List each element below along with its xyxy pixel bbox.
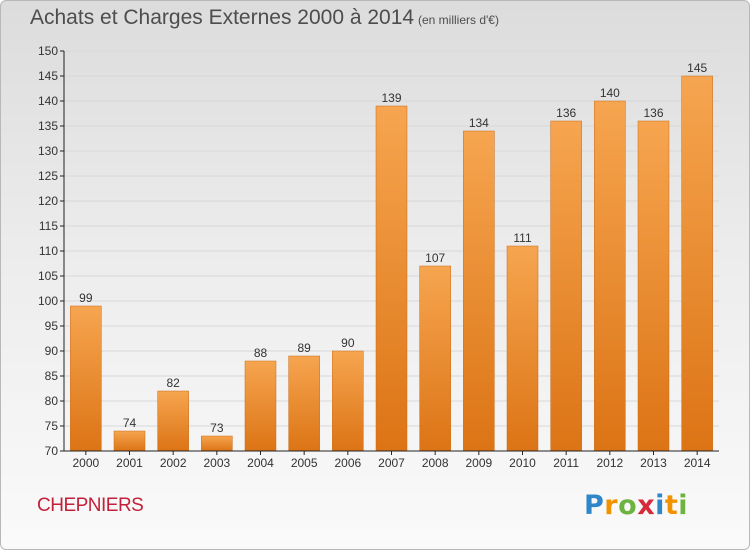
data-label: 107: [425, 251, 445, 265]
bar: [506, 245, 539, 452]
bar: [681, 75, 713, 452]
y-tick-label: 145: [38, 69, 58, 83]
bar: [637, 120, 670, 452]
data-label: 73: [210, 421, 224, 435]
x-tick-label: 2005: [291, 456, 318, 470]
y-tick-label: 95: [45, 319, 59, 333]
x-tick-label: 2013: [640, 456, 667, 470]
data-label: 140: [600, 86, 620, 100]
data-label: 136: [556, 106, 576, 120]
data-label: 145: [687, 61, 707, 75]
data-label: 111: [513, 231, 532, 245]
y-tick-label: 85: [45, 369, 59, 383]
x-tick-label: 2008: [422, 456, 449, 470]
logo-letter: i: [678, 490, 689, 521]
x-tick-label: 2003: [203, 456, 230, 470]
logo-letter: i: [655, 490, 665, 521]
data-label: 82: [166, 376, 180, 390]
bar: [201, 435, 233, 452]
logo-letter: x: [637, 490, 656, 521]
x-tick-label: 2009: [465, 456, 492, 470]
logo-letter: o: [618, 490, 638, 521]
bar: [419, 265, 451, 452]
bar: [375, 105, 408, 452]
proxiti-logo[interactable]: Proxiti: [584, 490, 688, 521]
bar: [550, 120, 582, 452]
data-label: 88: [254, 346, 268, 360]
data-label: 90: [341, 336, 355, 350]
axes: [60, 50, 719, 455]
y-tick-label: 125: [38, 169, 58, 183]
data-label: 139: [381, 91, 401, 105]
data-label: 134: [469, 116, 489, 130]
y-tick-label: 130: [38, 144, 58, 158]
y-tick-label: 115: [39, 219, 58, 233]
data-label: 99: [79, 291, 93, 305]
chart-title: Achats et Charges Externes 2000 à 2014: [30, 6, 415, 29]
x-tick-label: 2004: [247, 456, 274, 470]
y-tick-label: 75: [45, 419, 59, 433]
x-tick-label: 2007: [378, 456, 405, 470]
logo-letter: r: [604, 490, 619, 521]
bars: [70, 75, 713, 452]
y-tick-label: 70: [45, 444, 59, 458]
bar: [157, 390, 189, 452]
logo-letter: t: [664, 490, 679, 521]
labels: 70 75 80 85 90 95 100 105 110 115 120 125 130 135 140 1…: [38, 44, 711, 470]
x-tick-label: 2010: [509, 456, 536, 470]
bar: [463, 130, 495, 452]
y-tick-label: 150: [38, 44, 58, 58]
y-tick-label: 135: [38, 119, 58, 133]
chart-subtitle: (en milliers d'€): [418, 13, 499, 27]
y-tick-label: 110: [39, 244, 58, 258]
x-tick-label: 2001: [116, 456, 143, 470]
town-name: CHEPNIERS: [37, 495, 144, 516]
bar: [244, 360, 277, 452]
data-label: 74: [123, 416, 137, 430]
bar: [332, 350, 364, 452]
bar: [594, 100, 626, 452]
y-tick-label: 120: [38, 194, 58, 208]
data-label: 89: [297, 341, 311, 355]
x-tick-label: 2014: [684, 456, 711, 470]
x-tick-label: 2012: [596, 456, 623, 470]
y-tick-label: 100: [38, 294, 58, 308]
y-tick-label: 90: [45, 344, 59, 358]
bar: [113, 430, 146, 452]
bar: [70, 305, 102, 452]
y-tick-label: 105: [38, 269, 58, 283]
x-tick-label: 2006: [334, 456, 361, 470]
x-tick-label: 2000: [72, 456, 99, 470]
y-tick-label: 80: [45, 394, 59, 408]
bar: [288, 355, 320, 452]
x-tick-label: 2002: [160, 456, 187, 470]
logo-letter: P: [584, 490, 605, 521]
data-label: 136: [643, 106, 663, 120]
x-tick-label: 2011: [553, 456, 579, 470]
y-tick-label: 140: [38, 94, 58, 108]
